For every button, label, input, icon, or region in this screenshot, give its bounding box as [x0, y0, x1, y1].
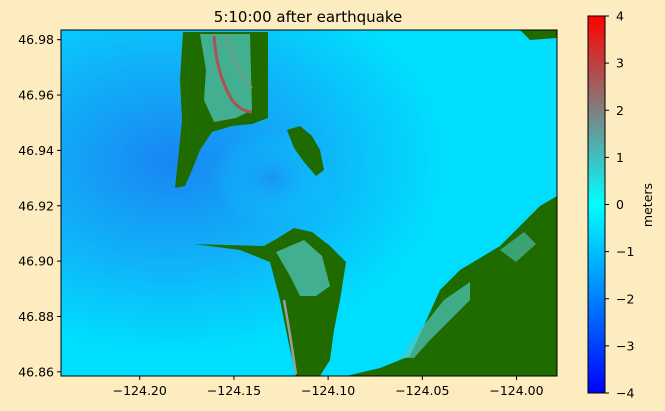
east-shore-inundation-2	[500, 232, 536, 262]
colorbar-tick-label: 3	[616, 56, 624, 71]
east-shore-inundation	[400, 282, 470, 358]
x-tick-label: −124.00	[489, 383, 543, 398]
colorbar-label: meters	[640, 183, 655, 227]
colorbar-tick-label: 2	[616, 103, 624, 118]
y-tick-label: 46.92	[18, 198, 54, 213]
colorbar: 4 3 2 1 0 −1 −2 −3 −4 meters	[587, 9, 655, 401]
south-spit-inundation	[276, 240, 330, 296]
x-tick-label: −124.15	[207, 383, 261, 398]
y-tick-label: 46.98	[18, 32, 54, 47]
x-axis: −124.20 −124.15 −124.10 −124.05 −124.00	[113, 376, 544, 398]
y-tick-label: 46.96	[18, 88, 54, 103]
point-chehalis-land	[287, 126, 324, 176]
plot-frame	[60, 29, 558, 377]
x-tick-label: −124.05	[395, 383, 449, 398]
colorbar-tick-label: 1	[616, 150, 624, 165]
colorbar-gradient	[587, 15, 606, 394]
south-spit-ridge	[282, 299, 298, 375]
colorbar-tick-label: 0	[616, 197, 624, 212]
north-spit-ridge	[212, 35, 253, 114]
north-spit-ridge-2	[225, 35, 253, 89]
x-tick-label: −124.20	[113, 383, 167, 398]
y-tick-label: 46.88	[18, 309, 54, 324]
northeast-land	[520, 30, 557, 40]
colorbar-tick-label: 4	[616, 9, 624, 24]
north-spit-inundation	[200, 34, 252, 122]
east-shore-land	[346, 196, 557, 376]
map-plot-area	[60, 29, 558, 377]
colorbar-tick-label: −1	[616, 244, 634, 259]
y-axis: 46.86 46.88 46.90 46.92 46.94 46.96 46.98	[18, 32, 61, 379]
colorbar-tick-label: −3	[616, 338, 634, 353]
y-tick-label: 46.94	[18, 143, 54, 158]
y-tick-label: 46.86	[18, 364, 54, 379]
chart-title: 5:10:00 after earthquake	[214, 8, 402, 26]
x-tick-label: −124.10	[301, 383, 355, 398]
colorbar-tick-label: −4	[616, 386, 634, 401]
y-tick-label: 46.90	[18, 254, 54, 269]
colorbar-tick-label: −2	[616, 291, 634, 306]
colorbar-ticks: 4 3 2 1 0 −1 −2 −3 −4	[605, 9, 634, 401]
